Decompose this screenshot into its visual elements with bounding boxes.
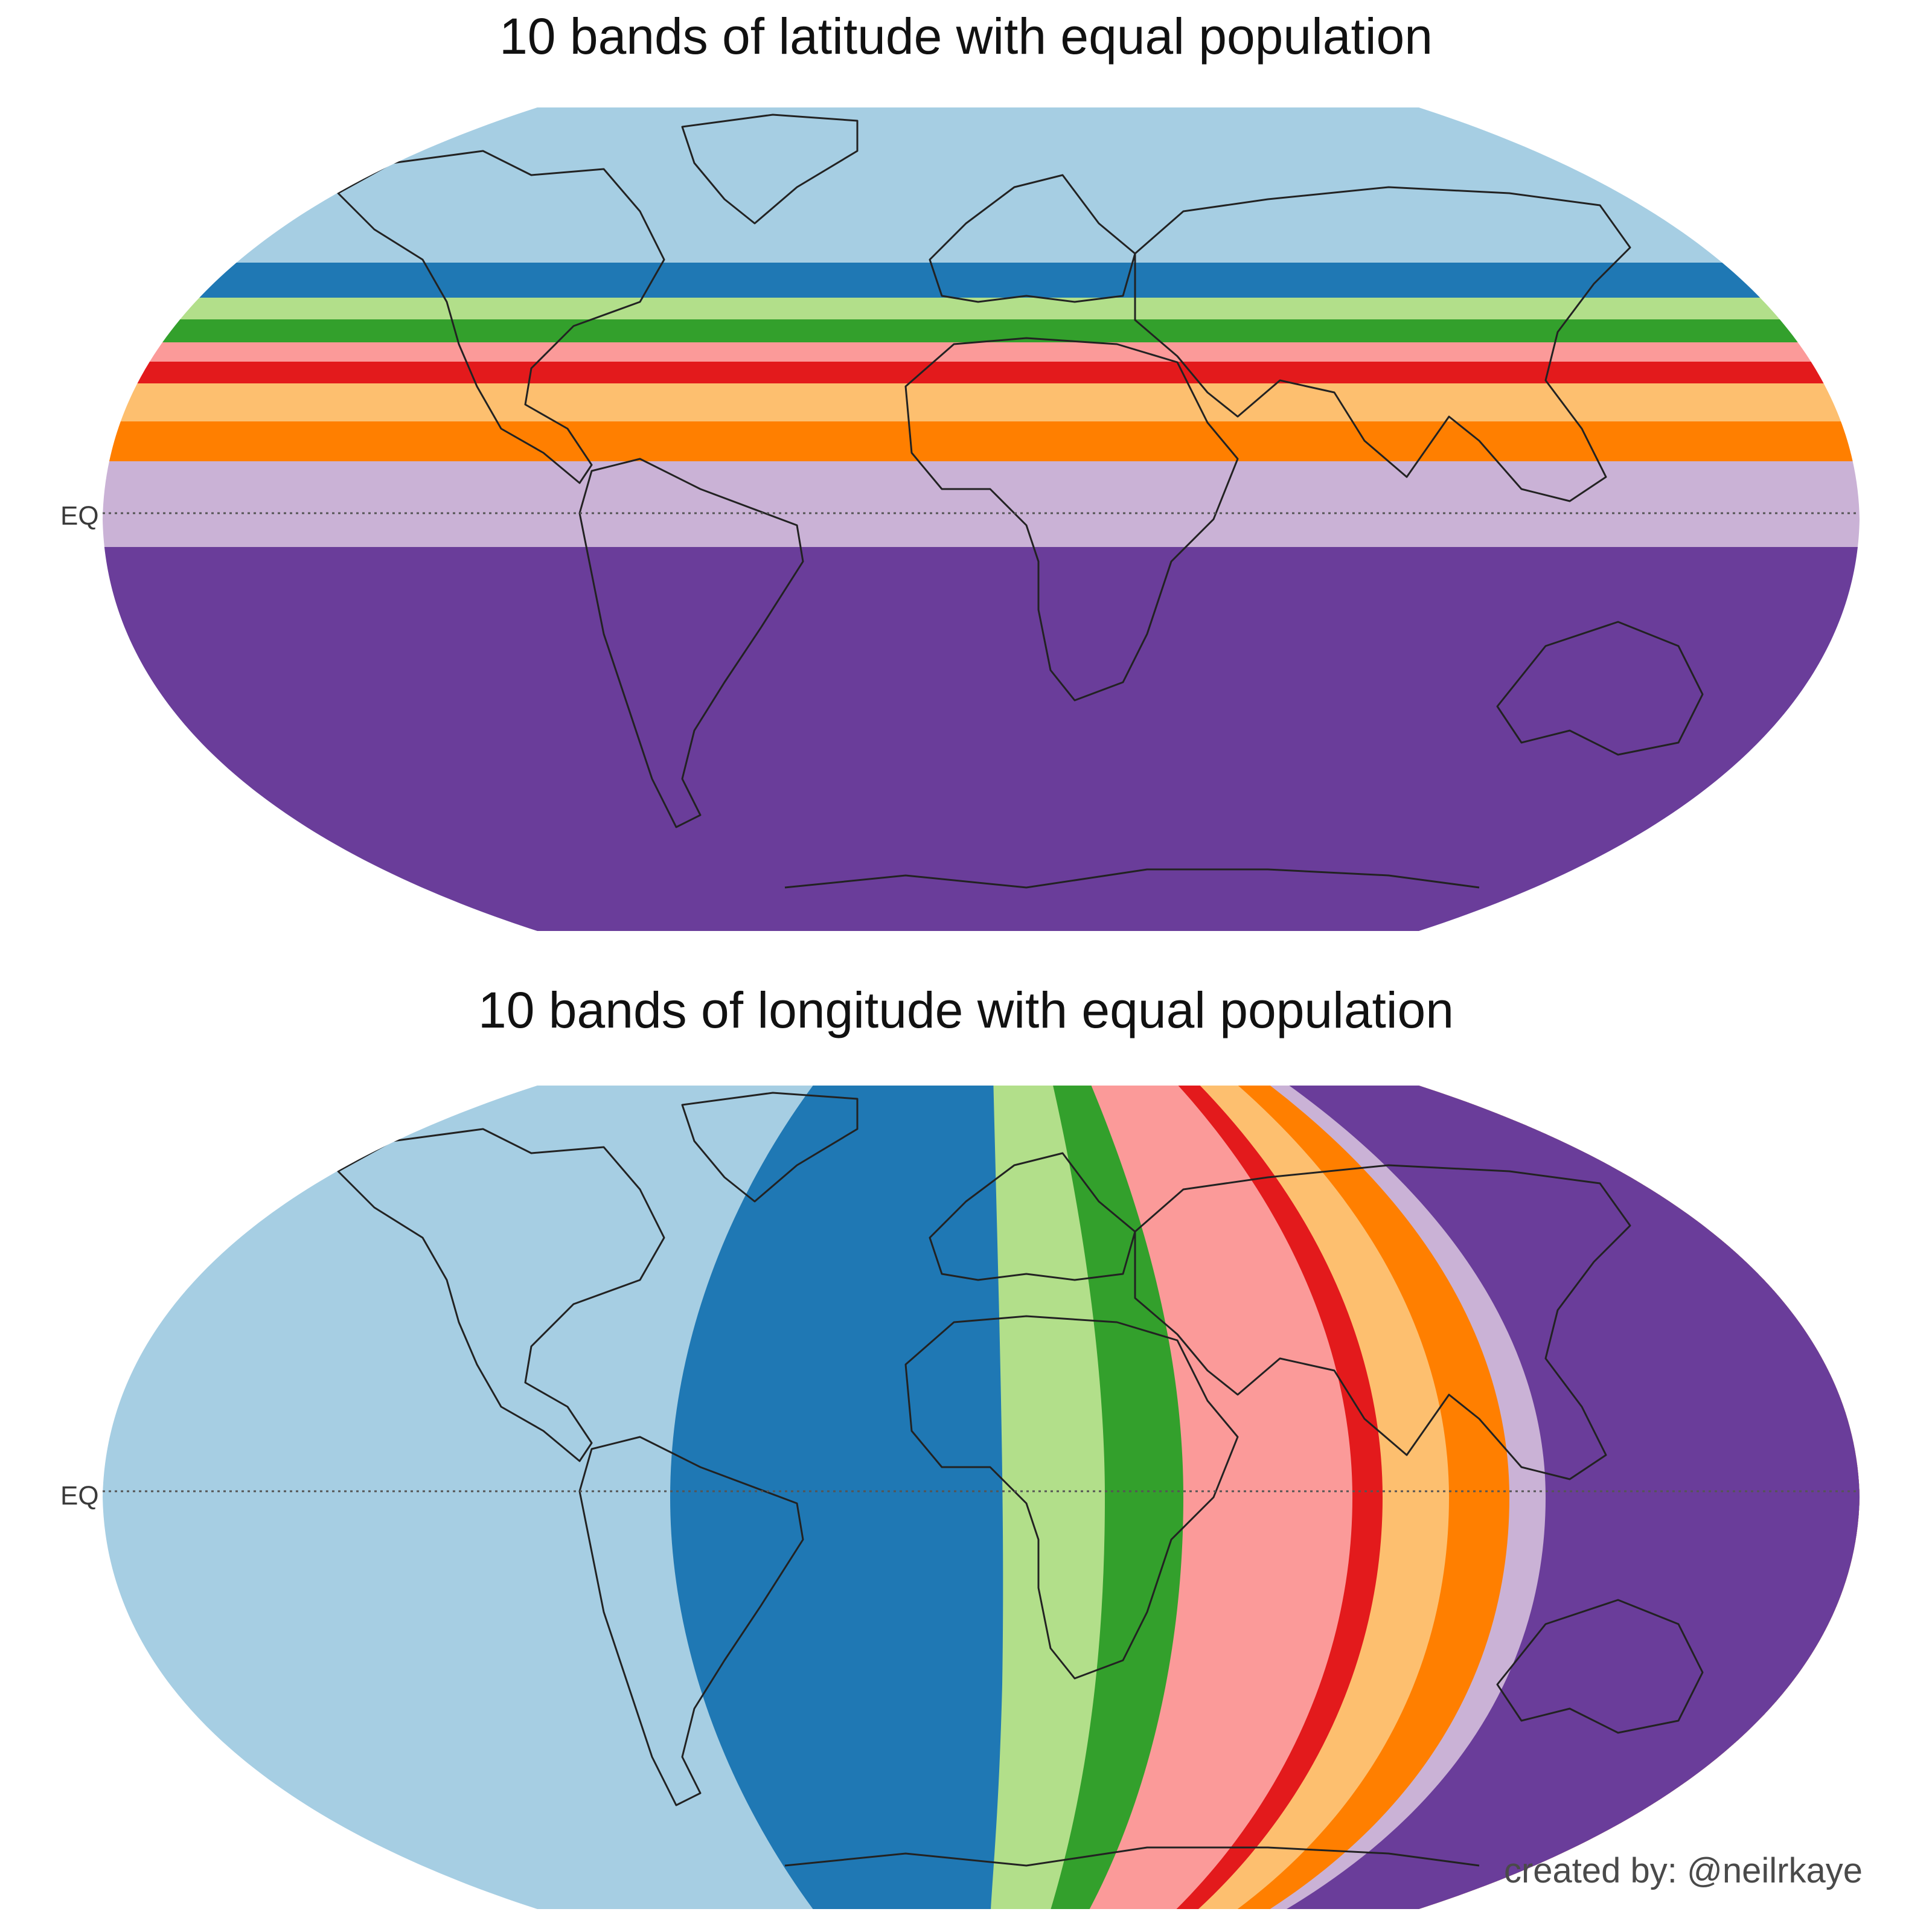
south-america-outline	[578, 458, 804, 828]
top-equator-label: EQ	[60, 501, 99, 531]
lat-band-7	[103, 383, 1860, 421]
lat-band-4	[103, 319, 1860, 342]
south-america-outline	[578, 1436, 804, 1806]
europe-outline	[929, 1152, 1136, 1281]
asia-outline	[1134, 186, 1631, 502]
greenland-outline	[681, 1092, 859, 1203]
antarctica-outline	[784, 1846, 1480, 1867]
bottom-map-title: 10 bands of longitude with equal populat…	[478, 982, 1454, 1038]
coastlines-bottom	[337, 1092, 1704, 1867]
lat-band-6	[103, 362, 1860, 383]
longitude-bands-map	[103, 1086, 1860, 1909]
top-map-title: 10 bands of latitude with equal populati…	[499, 8, 1433, 65]
africa-outline	[904, 337, 1239, 702]
north-america-outline	[337, 150, 665, 484]
antarctica-outline	[784, 868, 1480, 889]
australia-outline	[1496, 621, 1704, 756]
north-america-outline	[337, 1128, 665, 1462]
lat-band-5	[103, 342, 1860, 362]
coastlines	[337, 114, 1704, 889]
lat-band-3	[103, 298, 1860, 319]
latitude-bands-map	[103, 107, 1860, 931]
asia-outline	[1134, 1164, 1631, 1480]
greenland-outline	[681, 114, 859, 225]
lat-band-8	[103, 421, 1860, 461]
credit-text: created by: @neilrkaye	[1503, 1851, 1863, 1890]
bottom-equator-label: EQ	[60, 1481, 99, 1511]
lat-band-1	[103, 107, 1860, 263]
lat-band-9	[103, 461, 1860, 547]
europe-outline	[929, 174, 1136, 303]
australia-outline	[1496, 1599, 1704, 1734]
lat-band-10	[103, 547, 1860, 931]
africa-outline	[904, 1315, 1239, 1680]
lat-band-2	[103, 263, 1860, 298]
